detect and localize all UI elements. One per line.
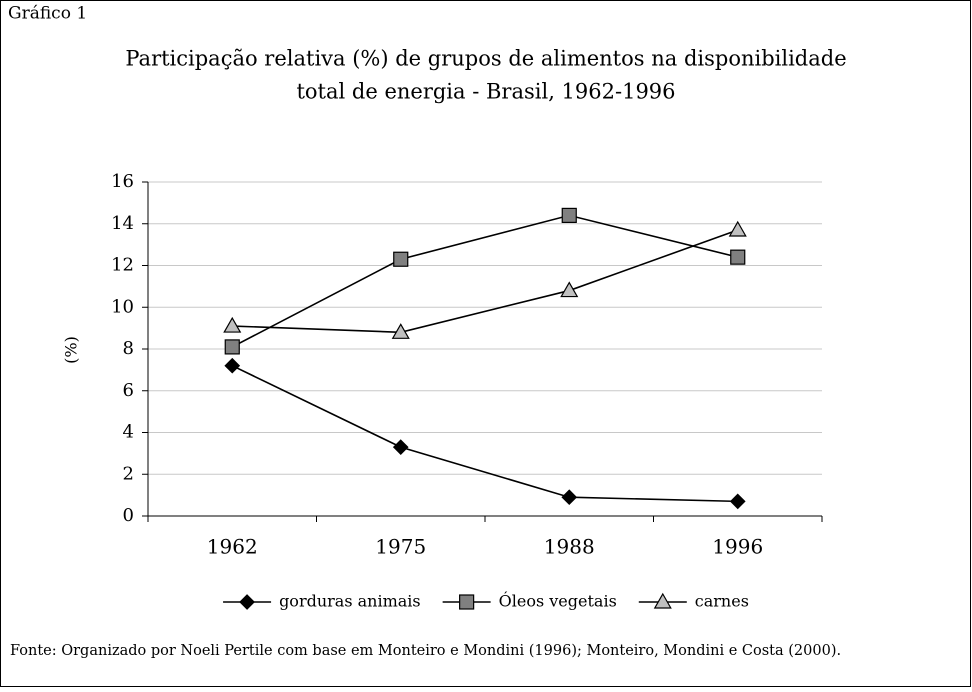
y-tick-label: 2 <box>123 463 134 484</box>
x-tick-label: 1996 <box>712 535 763 559</box>
marker <box>561 207 577 223</box>
marker <box>459 594 475 610</box>
marker <box>224 357 241 374</box>
y-tick-label: 4 <box>123 422 134 443</box>
marker <box>560 281 579 298</box>
legend-label: gorduras animais <box>279 592 421 611</box>
marker <box>224 339 240 355</box>
y-tick-label: 6 <box>123 380 134 401</box>
y-axis-label: (%) <box>62 336 81 364</box>
series-line <box>231 214 738 348</box>
series-line <box>232 229 739 334</box>
marker <box>728 220 747 237</box>
series-line <box>231 364 738 503</box>
marker <box>392 439 409 455</box>
y-tick-label: 12 <box>111 255 134 276</box>
y-tick-label: 10 <box>111 296 134 317</box>
marker <box>393 251 409 267</box>
chart-label: Gráfico 1 <box>8 4 87 24</box>
chart-title: total de energia - Brasil, 1962-1996 <box>296 80 675 104</box>
legend-label: carnes <box>695 592 749 611</box>
source-note: Fonte: Organizado por Noeli Pertile com … <box>10 643 842 659</box>
legend-label: Óleos vegetais <box>499 591 617 611</box>
x-tick-label: 1988 <box>544 535 595 559</box>
y-tick-label: 8 <box>123 338 134 359</box>
chart-title: Participação relativa (%) de grupos de a… <box>125 47 846 71</box>
marker <box>561 489 578 506</box>
y-tick-label: 14 <box>111 213 134 234</box>
marker <box>223 316 242 333</box>
marker <box>730 249 746 265</box>
marker <box>391 323 410 339</box>
x-tick-label: 1975 <box>375 535 426 559</box>
x-tick-label: 1962 <box>207 535 258 559</box>
marker <box>729 493 746 510</box>
y-tick-label: 0 <box>123 505 134 526</box>
marker <box>239 594 255 610</box>
y-tick-label: 16 <box>111 171 134 192</box>
marker <box>653 592 672 609</box>
